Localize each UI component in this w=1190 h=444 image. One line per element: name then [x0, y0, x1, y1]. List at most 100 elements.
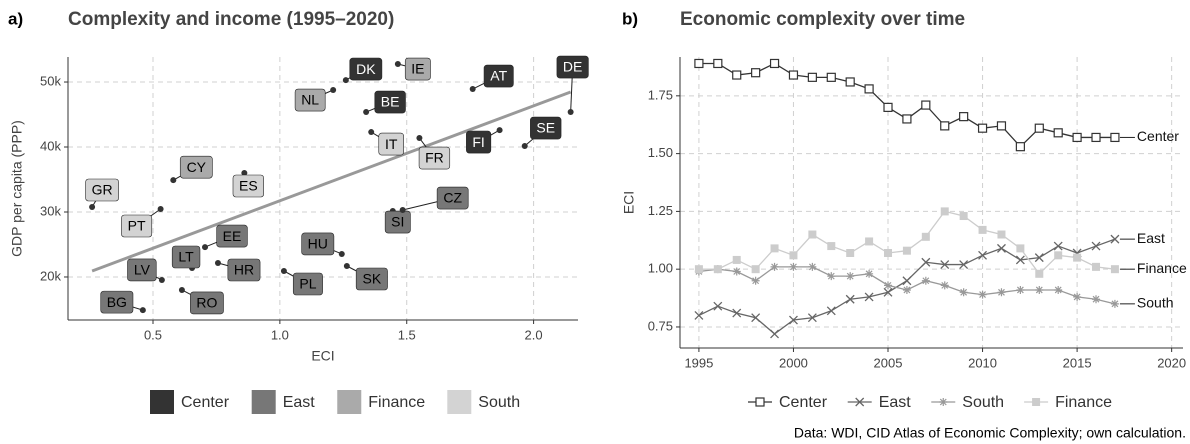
legend-swatch	[447, 390, 472, 414]
marker	[978, 250, 988, 260]
point-label: SE	[536, 120, 555, 136]
marker	[864, 84, 874, 94]
marker-shape	[1032, 398, 1041, 406]
marker	[789, 262, 798, 271]
marker-shape	[1072, 132, 1082, 143]
point-label: PL	[299, 276, 316, 292]
marker	[807, 72, 817, 82]
marker	[959, 260, 969, 270]
point	[158, 276, 165, 283]
marker-shape	[865, 269, 874, 278]
marker-shape	[902, 285, 911, 294]
marker-shape	[902, 114, 912, 124]
marker	[1032, 398, 1041, 406]
point-label: CY	[187, 159, 207, 175]
marker	[732, 308, 742, 318]
marker	[788, 315, 798, 325]
marker	[1072, 132, 1082, 143]
marker	[959, 212, 968, 221]
marker-shape	[751, 276, 760, 285]
marker	[713, 58, 723, 69]
point-label: CZ	[443, 190, 462, 206]
point-label-box	[436, 186, 469, 210]
point	[343, 262, 350, 269]
marker	[713, 301, 723, 311]
point-label: DK	[356, 61, 376, 77]
legend-label: East	[283, 394, 316, 411]
marker-shape	[770, 244, 779, 253]
marker-shape	[751, 265, 760, 274]
point-label: LV	[134, 262, 151, 278]
marker-shape	[940, 260, 950, 270]
marker-shape	[997, 288, 1006, 297]
marker-shape	[977, 123, 988, 133]
marker	[959, 288, 968, 297]
x-tick-label: 2020	[1157, 355, 1186, 370]
y-tick-label: 1.50	[648, 145, 673, 160]
series-line	[698, 210, 1115, 275]
marker	[921, 276, 930, 285]
marker-shape	[1035, 285, 1044, 294]
x-tick-label: 1.5	[398, 327, 416, 342]
marker	[997, 288, 1006, 297]
marker-shape	[959, 260, 969, 270]
marker-shape	[846, 272, 855, 281]
marker-shape	[694, 265, 703, 274]
marker-shape	[694, 310, 704, 320]
point-label-box	[100, 290, 134, 314]
marker-shape	[751, 313, 761, 323]
marker-shape	[845, 77, 855, 87]
point-label-box	[374, 90, 406, 114]
point	[330, 87, 337, 94]
marker	[1054, 285, 1063, 294]
point-label: DE	[563, 59, 582, 75]
marker	[940, 121, 950, 131]
marker	[808, 230, 817, 239]
marker-shape	[921, 257, 931, 267]
x-tick-label: 2000	[779, 355, 808, 370]
marker-shape	[1034, 253, 1044, 263]
marker-shape	[808, 262, 817, 271]
marker-shape	[959, 112, 969, 122]
x-tick-label: 2015	[1063, 355, 1092, 370]
marker	[883, 102, 893, 112]
marker-shape	[959, 212, 968, 221]
marker-shape	[770, 262, 779, 271]
marker-shape	[1092, 295, 1101, 304]
marker-shape	[884, 281, 893, 290]
x-tick-label: 2.0	[525, 327, 543, 342]
marker-shape	[732, 255, 741, 264]
point-label-box	[483, 64, 514, 88]
marker-shape	[713, 58, 723, 69]
marker	[769, 58, 780, 69]
point-label-box	[384, 210, 411, 234]
marker-shape	[845, 294, 855, 304]
marker	[1016, 285, 1025, 294]
marker	[846, 272, 855, 281]
marker	[1110, 299, 1119, 308]
marker	[978, 290, 987, 299]
marker	[1053, 128, 1063, 138]
marker-shape	[732, 267, 741, 276]
point-label: LT	[178, 249, 194, 265]
marker	[755, 397, 765, 407]
marker	[921, 257, 931, 267]
marker	[977, 123, 988, 133]
point-label: FI	[472, 134, 484, 150]
marker-shape	[826, 72, 836, 82]
marker	[713, 265, 722, 274]
point-label-box	[227, 258, 261, 282]
point-label-box	[190, 291, 224, 315]
marker-shape	[1016, 244, 1025, 253]
marker	[1092, 262, 1101, 271]
marker-shape	[1110, 234, 1120, 244]
marker	[1110, 234, 1120, 244]
point	[567, 109, 574, 116]
y-tick-label: 1.75	[648, 87, 673, 102]
legend-swatch	[337, 390, 362, 414]
legend-label: Finance	[368, 394, 425, 411]
marker	[1073, 292, 1082, 301]
point-label: GR	[92, 182, 113, 198]
marker-shape	[1073, 292, 1082, 301]
marker-shape	[1015, 255, 1025, 265]
